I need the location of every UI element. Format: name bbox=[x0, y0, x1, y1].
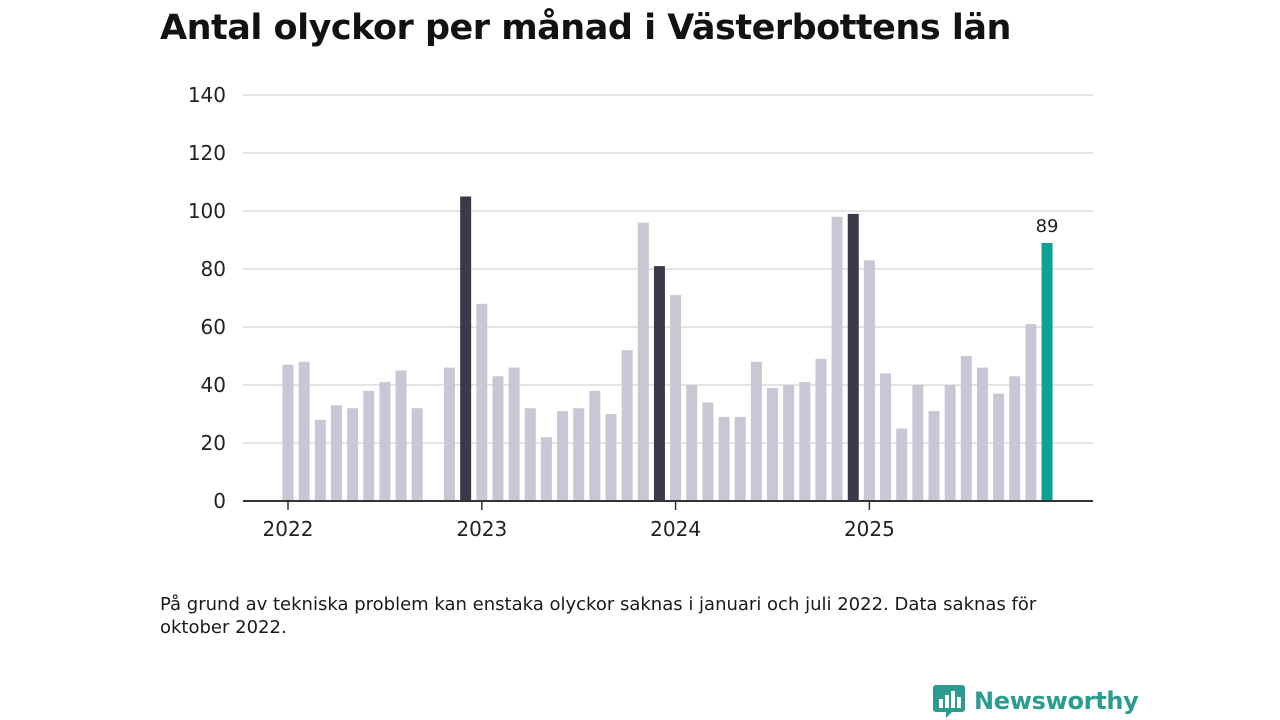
bar-2024-09 bbox=[799, 382, 811, 501]
bar-2022-05 bbox=[347, 408, 359, 501]
y-tick-label: 60 bbox=[201, 315, 226, 339]
bar-2025-09 bbox=[993, 393, 1005, 501]
y-axis-ticks: 0 20 40 60 80 100 120 140 bbox=[188, 83, 226, 513]
bar-2023-05 bbox=[540, 437, 552, 501]
bar-chart: 0 20 40 60 80 100 120 140 2022 2023 2024 2025 89 bbox=[188, 83, 1093, 541]
x-axis-ticks: 2022 2023 2024 2025 bbox=[263, 501, 895, 541]
bar-2024-11 bbox=[831, 216, 843, 502]
x-tick-label: 2023 bbox=[456, 517, 507, 541]
bar-2023-11 bbox=[637, 222, 649, 501]
bar-2023-02 bbox=[492, 376, 504, 501]
bar-2023-09 bbox=[605, 414, 617, 501]
bar-2025-12 bbox=[1041, 242, 1053, 501]
bar-2022-07 bbox=[379, 382, 391, 501]
bar-2024-02 bbox=[686, 385, 698, 501]
x-tick-label: 2024 bbox=[650, 517, 701, 541]
bar-2025-08 bbox=[976, 367, 988, 501]
bar-2025-11 bbox=[1025, 324, 1037, 501]
bar-2025-01 bbox=[863, 260, 875, 501]
data-label: 89 bbox=[1036, 216, 1059, 237]
bar-2024-01 bbox=[670, 295, 682, 501]
bar-2025-06 bbox=[944, 385, 956, 501]
bar-2025-02 bbox=[880, 373, 892, 501]
bar-2023-12 bbox=[653, 266, 665, 501]
bar-2022-09 bbox=[411, 408, 423, 501]
brand-name: Newsworthy bbox=[974, 687, 1139, 715]
bar-2023-07 bbox=[573, 408, 585, 501]
y-tick-label: 80 bbox=[201, 257, 226, 281]
bar-2024-03 bbox=[702, 402, 714, 501]
y-tick-label: 120 bbox=[188, 141, 226, 165]
bar-2023-08 bbox=[589, 390, 601, 501]
bar-2022-01 bbox=[282, 364, 294, 501]
bar-2023-04 bbox=[524, 408, 536, 501]
bar-2025-03 bbox=[896, 428, 908, 501]
bar-2022-04 bbox=[330, 405, 342, 501]
x-tick-label: 2025 bbox=[844, 517, 895, 541]
bar-2025-07 bbox=[960, 356, 972, 501]
bar-2025-04 bbox=[912, 385, 924, 501]
footnote: På grund av tekniska problem kan enstaka… bbox=[160, 594, 1037, 638]
bar-2025-10 bbox=[1009, 376, 1021, 501]
bar-2024-06 bbox=[750, 361, 762, 501]
bar-2022-02 bbox=[298, 361, 310, 501]
bar-2024-04 bbox=[718, 416, 730, 501]
x-tick-label: 2022 bbox=[263, 517, 314, 541]
bar-2024-08 bbox=[783, 385, 795, 501]
brand-logo[interactable]: Newsworthy bbox=[932, 683, 1139, 719]
bar-2022-06 bbox=[363, 390, 375, 501]
bar-2024-05 bbox=[734, 416, 746, 501]
bar-2023-03 bbox=[508, 367, 520, 501]
chart-title: Antal olyckor per månad i Västerbottens … bbox=[160, 8, 1011, 48]
bar-2025-05 bbox=[928, 411, 940, 501]
y-tick-label: 40 bbox=[201, 373, 226, 397]
bar-2024-07 bbox=[767, 387, 778, 501]
bar-2023-10 bbox=[621, 350, 633, 501]
bar-2024-10 bbox=[815, 358, 827, 501]
bar-2022-03 bbox=[314, 419, 326, 501]
y-tick-label: 140 bbox=[188, 83, 226, 107]
bars bbox=[282, 196, 1053, 502]
y-tick-label: 20 bbox=[201, 431, 226, 455]
bar-2024-12 bbox=[847, 213, 859, 501]
bar-2023-01 bbox=[476, 303, 488, 501]
y-tick-label: 0 bbox=[213, 489, 226, 513]
bar-2022-08 bbox=[395, 370, 407, 501]
y-tick-label: 100 bbox=[188, 199, 226, 223]
newsworthy-icon bbox=[933, 685, 965, 718]
data-labels: 89 bbox=[1036, 216, 1059, 237]
bar-2022-11 bbox=[444, 367, 455, 501]
bar-2023-06 bbox=[557, 411, 569, 501]
bar-2022-12 bbox=[460, 196, 472, 501]
